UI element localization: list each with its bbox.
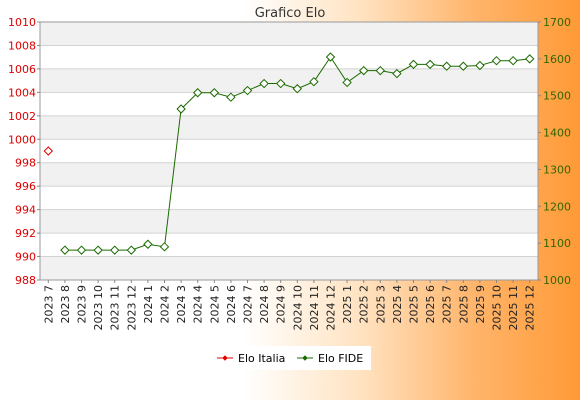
x-tick-label: 2025 5 xyxy=(408,285,421,324)
chart-title: Grafico Elo xyxy=(255,6,326,21)
data-point xyxy=(441,61,452,71)
x-tick-label: 2024 4 xyxy=(192,285,205,324)
y-right-tick-label: 1300 xyxy=(543,163,571,176)
x-tick-label: 2023 7 xyxy=(42,285,55,324)
data-point xyxy=(259,78,269,89)
y-left-tick-label: 996 xyxy=(15,180,36,193)
data-point xyxy=(292,84,303,94)
data-point xyxy=(43,146,54,156)
data-point xyxy=(392,68,402,79)
y-right-tick-label: 1000 xyxy=(543,274,571,287)
data-point xyxy=(60,245,70,255)
legend-swatch-marker xyxy=(302,355,308,361)
y-right-tick-label: 1100 xyxy=(543,237,571,250)
data-point xyxy=(159,242,170,252)
legend-label: Elo Italia xyxy=(238,352,285,365)
y-left-tick-label: 1008 xyxy=(8,39,36,52)
x-tick-label: 2025 7 xyxy=(441,285,454,324)
x-tick-label: 2025 6 xyxy=(424,285,437,324)
data-point xyxy=(524,54,535,64)
x-tick-label: 2025 4 xyxy=(391,285,404,324)
legend-swatch-marker xyxy=(222,355,228,361)
grid-band xyxy=(40,68,538,93)
x-tick-label: 2024 5 xyxy=(208,285,221,324)
x-tick-label: 2025 1 xyxy=(341,285,354,324)
y-left-tick-label: 1000 xyxy=(8,133,36,146)
data-point xyxy=(176,104,186,114)
x-tick-label: 2025 12 xyxy=(524,285,537,331)
y-right-tick-label: 1600 xyxy=(543,53,571,66)
data-point xyxy=(143,239,153,249)
x-tick-label: 2024 1 xyxy=(142,285,155,324)
x-tick-label: 2024 6 xyxy=(225,285,238,324)
x-tick-label: 2025 9 xyxy=(474,285,487,324)
data-point xyxy=(275,78,286,89)
x-tick-label: 2024 8 xyxy=(258,285,271,324)
x-tick-label: 2024 12 xyxy=(325,285,338,331)
x-tick-label: 2023 8 xyxy=(59,285,72,324)
data-point xyxy=(491,55,502,66)
x-tick-label: 2024 11 xyxy=(308,285,321,331)
y-left-tick-label: 1010 xyxy=(8,16,36,29)
x-tick-label: 2023 12 xyxy=(125,285,138,331)
x-tick-label: 2025 3 xyxy=(374,285,387,324)
data-point xyxy=(242,85,253,96)
y-left-tick-label: 994 xyxy=(15,204,36,217)
grid-band xyxy=(40,22,538,46)
data-point xyxy=(93,245,103,255)
x-tick-label: 2025 10 xyxy=(491,285,504,331)
legend-label: Elo FIDE xyxy=(318,352,363,365)
y-right-tick-label: 1500 xyxy=(543,90,571,103)
x-tick-label: 2024 3 xyxy=(175,285,188,324)
y-right-tick-label: 1700 xyxy=(543,16,571,29)
grid-band xyxy=(40,115,538,140)
x-tick-label: 2023 9 xyxy=(76,285,89,324)
x-tick-label: 2025 2 xyxy=(358,285,371,324)
grid-band xyxy=(40,209,538,234)
data-point xyxy=(325,52,336,62)
y-left-tick-label: 1002 xyxy=(8,110,36,123)
x-tick-label: 2024 9 xyxy=(275,285,288,324)
x-tick-label: 2024 2 xyxy=(159,285,172,324)
data-point xyxy=(358,65,369,76)
data-point xyxy=(458,61,469,71)
data-point xyxy=(76,245,87,255)
data-point xyxy=(109,245,120,255)
grid-band xyxy=(40,256,538,280)
x-tick-label: 2024 7 xyxy=(242,285,255,324)
y-left-tick-label: 988 xyxy=(15,274,36,287)
x-tick-label: 2023 11 xyxy=(109,285,122,331)
data-point xyxy=(375,65,386,76)
data-point xyxy=(425,59,435,70)
data-point xyxy=(475,60,485,71)
data-point xyxy=(342,77,352,88)
x-tick-label: 2023 10 xyxy=(92,285,105,331)
x-tick-label: 2024 10 xyxy=(291,285,304,331)
y-right-tick-label: 1200 xyxy=(543,200,571,213)
legend-box xyxy=(211,346,371,370)
data-point xyxy=(126,245,137,255)
y-right-tick-label: 1400 xyxy=(543,127,571,140)
data-point xyxy=(408,59,419,70)
data-point xyxy=(508,55,518,66)
data-point xyxy=(226,92,236,102)
plot-area xyxy=(40,22,538,280)
x-tick-label: 2025 8 xyxy=(457,285,470,324)
data-point xyxy=(309,77,319,87)
y-left-tick-label: 998 xyxy=(15,157,36,170)
y-left-tick-label: 990 xyxy=(15,251,36,264)
y-left-tick-label: 1006 xyxy=(8,63,36,76)
x-tick-label: 2025 11 xyxy=(507,285,520,331)
data-point xyxy=(192,88,203,98)
y-left-tick-label: 992 xyxy=(15,227,36,240)
grid-band xyxy=(40,162,538,187)
y-left-tick-label: 1004 xyxy=(8,86,36,99)
plot-border xyxy=(39,21,539,281)
data-point xyxy=(209,88,220,98)
